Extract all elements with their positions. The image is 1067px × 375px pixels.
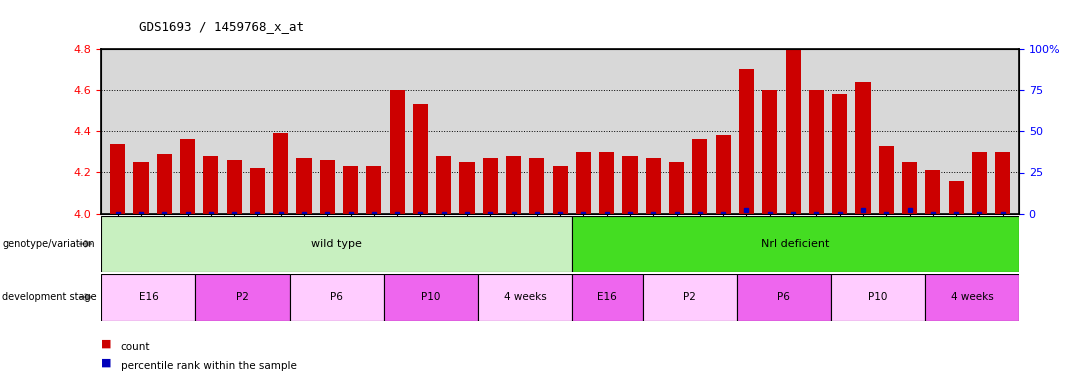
Bar — [203, 156, 219, 214]
Bar — [642, 274, 736, 321]
Bar — [785, 49, 800, 214]
Bar — [996, 152, 1010, 214]
Bar — [320, 160, 335, 214]
Bar — [972, 152, 987, 214]
Bar — [809, 90, 824, 214]
Bar — [739, 69, 754, 214]
Bar — [878, 146, 894, 214]
Bar — [832, 94, 847, 214]
Bar — [716, 135, 731, 214]
Bar — [101, 274, 195, 321]
Text: E16: E16 — [598, 292, 617, 302]
Bar — [297, 158, 312, 214]
Text: P6: P6 — [330, 292, 344, 302]
Bar — [553, 166, 568, 214]
Bar — [482, 158, 498, 214]
Bar — [250, 168, 265, 214]
Text: count: count — [121, 342, 150, 352]
Text: percentile rank within the sample: percentile rank within the sample — [121, 361, 297, 370]
Text: wild type: wild type — [312, 239, 362, 249]
Text: GDS1693 / 1459768_x_at: GDS1693 / 1459768_x_at — [139, 20, 304, 33]
Bar — [600, 152, 615, 214]
Bar — [506, 156, 521, 214]
Bar — [343, 166, 359, 214]
Bar — [289, 274, 384, 321]
Bar — [460, 162, 475, 214]
Bar — [133, 162, 148, 214]
Text: genotype/variation: genotype/variation — [2, 239, 95, 249]
Text: P6: P6 — [777, 292, 791, 302]
Bar — [736, 274, 831, 321]
Bar — [902, 162, 918, 214]
Bar — [925, 274, 1019, 321]
Bar — [646, 158, 660, 214]
Bar — [669, 162, 684, 214]
Text: P10: P10 — [869, 292, 888, 302]
Bar — [180, 140, 195, 214]
Text: ■: ■ — [101, 339, 112, 349]
Bar — [622, 156, 638, 214]
Text: P2: P2 — [236, 292, 249, 302]
Bar — [195, 274, 289, 321]
Text: development stage: development stage — [2, 292, 97, 302]
Bar — [692, 140, 707, 214]
Bar — [110, 144, 125, 214]
Bar — [389, 90, 404, 214]
Bar — [576, 152, 591, 214]
Text: Nrl deficient: Nrl deficient — [761, 239, 830, 249]
Bar — [478, 274, 572, 321]
Bar — [101, 216, 572, 272]
Bar — [273, 134, 288, 214]
Text: E16: E16 — [139, 292, 158, 302]
Bar — [529, 158, 544, 214]
Bar — [366, 166, 381, 214]
Text: 4 weeks: 4 weeks — [504, 292, 546, 302]
Bar — [572, 274, 642, 321]
Bar — [831, 274, 925, 321]
Bar — [925, 170, 940, 214]
Bar — [384, 274, 478, 321]
Text: P10: P10 — [421, 292, 441, 302]
Bar — [856, 82, 871, 214]
Bar — [413, 104, 428, 214]
Bar — [436, 156, 451, 214]
Text: 4 weeks: 4 weeks — [951, 292, 993, 302]
Bar — [157, 154, 172, 214]
Bar — [572, 216, 1019, 272]
Text: P2: P2 — [683, 292, 696, 302]
Bar — [226, 160, 242, 214]
Bar — [762, 90, 778, 214]
Bar — [949, 181, 964, 214]
Text: ■: ■ — [101, 358, 112, 368]
